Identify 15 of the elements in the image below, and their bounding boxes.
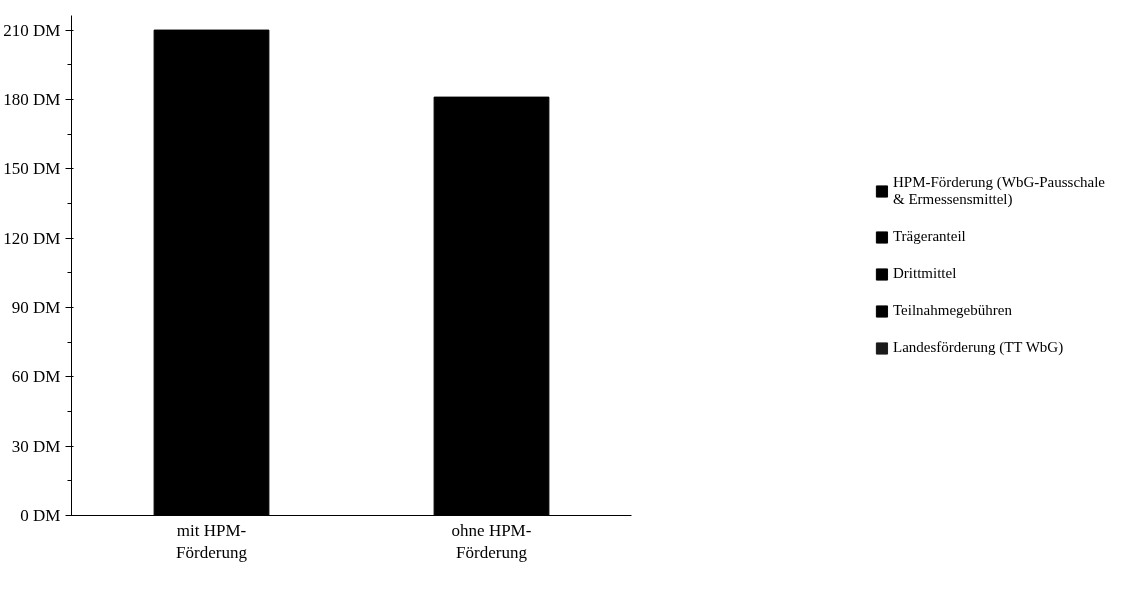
legend-label: HPM-Förderung (WbG-Pausschale & Ermessensmittel) (892, 174, 1106, 208)
y-tick-label: 30 DM (11, 436, 61, 456)
y-tick-label: 150 DM (3, 159, 61, 179)
y-tick-label: 180 DM (3, 89, 61, 109)
legend-label: Teilnahmegebühren (892, 302, 1012, 319)
x-tick-label: mit HPM-Förderung (176, 520, 248, 563)
y-tick-label: 120 DM (3, 228, 61, 248)
x-tick-label: ohne HPM-Förderung (451, 520, 532, 563)
y-tick-label: 210 DM (3, 20, 61, 40)
legend-label: Drittmittel (892, 265, 957, 282)
legend-label: Landesförderung (TT WbG) (892, 339, 1064, 356)
y-tick-label: 60 DM (11, 367, 61, 387)
y-tick-label: 0 DM (20, 506, 61, 525)
y-tick-label: 90 DM (11, 297, 61, 317)
legend-label: Trägeranteil (892, 228, 966, 245)
